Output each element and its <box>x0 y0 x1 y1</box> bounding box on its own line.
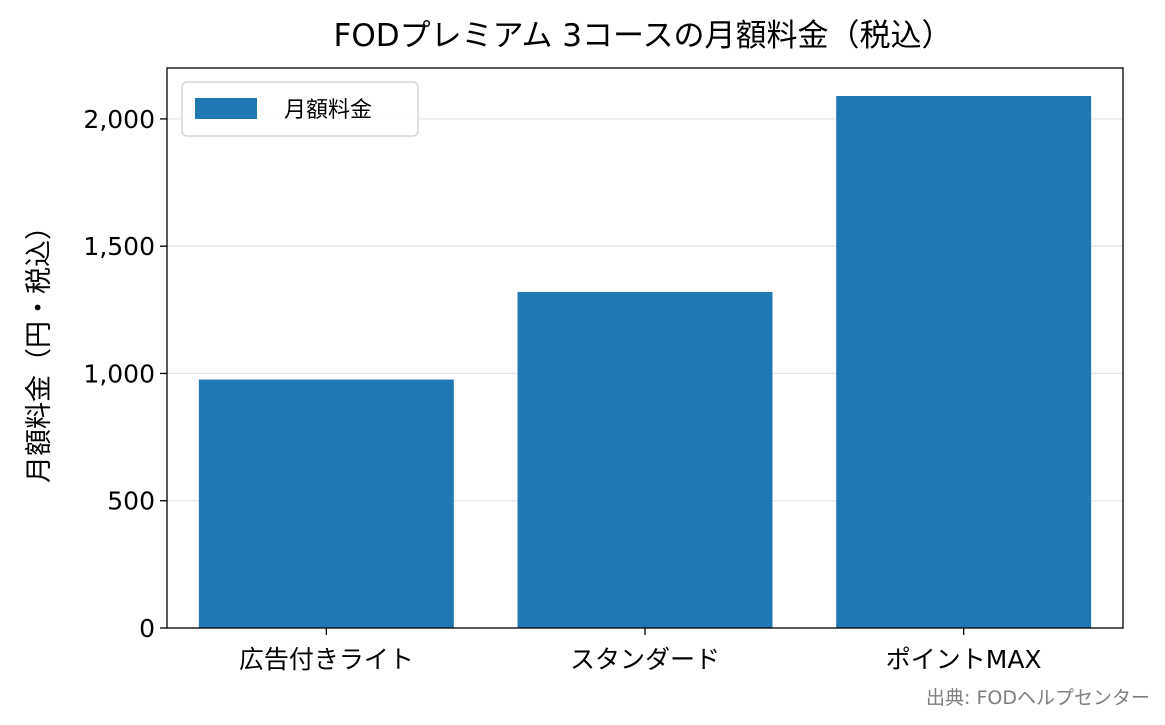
legend: 月額料金 <box>181 81 419 137</box>
bars <box>198 96 1092 628</box>
y-tick-label: 2,000 <box>83 105 155 134</box>
bar <box>198 379 454 628</box>
y-tick-label: 0 <box>139 614 155 643</box>
bar <box>836 96 1092 628</box>
y-tick-label: 1,000 <box>83 359 155 388</box>
source-note: 出典: FODヘルプセンター <box>926 687 1150 709</box>
x-axis-ticks: 広告付きライト スタンダード ポイントMAX <box>239 628 1042 674</box>
y-axis-ticks: 0 500 1,000 1,500 2,000 <box>83 105 167 643</box>
x-tick-label: ポイントMAX <box>886 645 1042 674</box>
legend-box <box>181 81 419 137</box>
bar <box>517 292 773 628</box>
legend-swatch <box>195 98 257 119</box>
x-tick-label: 広告付きライト <box>239 645 414 674</box>
y-tick-label: 500 <box>107 487 155 516</box>
y-axis-label: 月額料金（円・税込） <box>24 213 55 483</box>
legend-label: 月額料金 <box>284 98 372 123</box>
x-tick-label: スタンダード <box>570 645 720 674</box>
chart-title: FODプレミアム 3コースの月額料金（税込） <box>334 18 953 54</box>
y-tick-label: 1,500 <box>83 232 155 261</box>
